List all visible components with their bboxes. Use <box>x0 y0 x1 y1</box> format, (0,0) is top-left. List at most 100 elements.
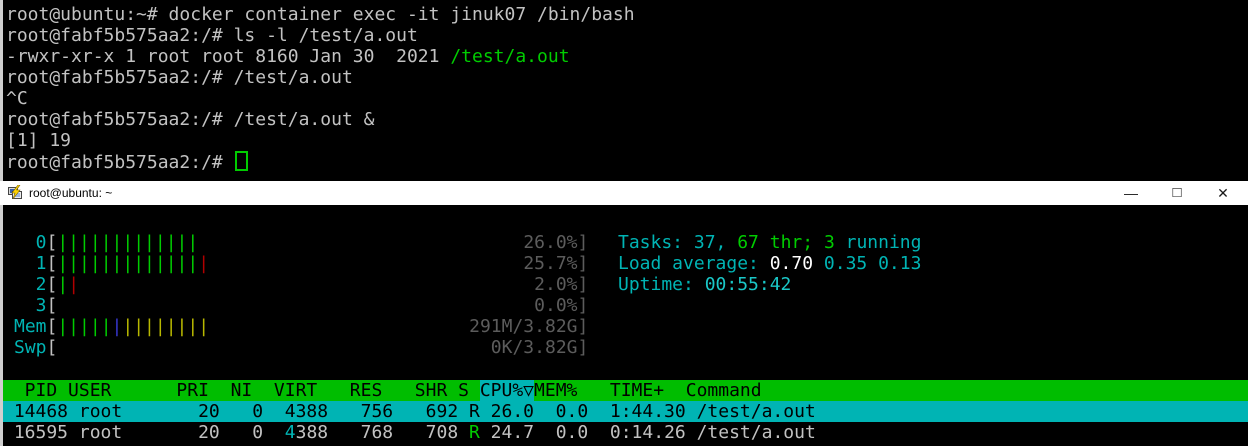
meter-open-bracket: [ <box>46 232 58 253</box>
terminal-line: root@ubuntu:~# docker container exec -it… <box>6 4 1248 25</box>
terminal-line: ^C <box>6 88 1248 109</box>
meter-open-bracket: [ <box>46 253 58 274</box>
meter-bars: |||||||||||||| <box>57 316 469 337</box>
meter-bar-group: ||||||||||||| <box>57 232 199 253</box>
meter-bars: ||||||||||||| <box>57 232 523 253</box>
text-segment: 388 768 708 <box>295 422 469 443</box>
text-segment: ^C <box>6 88 28 109</box>
meter-bar-group: | <box>111 316 123 337</box>
load-line: Load average: 0.70 0.35 0.13 <box>618 253 921 274</box>
text-segment: CPU%▽ <box>479 380 535 401</box>
meter-open-bracket: [ <box>46 274 58 295</box>
meter-value: 291M/3.82G <box>469 316 578 337</box>
cpu-memory-meters: 0[||||||||||||| 26.0%] 1[|||||||||||||| 25.… <box>3 205 1248 358</box>
terminal-line: root@fabf5b575aa2:/# ls -l /test/a.out <box>6 25 1248 46</box>
meter-value: 26.0% <box>523 232 578 253</box>
docker-terminal[interactable]: root@ubuntu:~# docker container exec -it… <box>3 0 1248 181</box>
text-segment: [1] 19 <box>6 130 72 151</box>
meter-bar-group: |||||||| <box>122 316 210 337</box>
terminal-line: root@fabf5b575aa2:/# <box>6 151 1248 173</box>
meter-label: 3 <box>35 295 47 316</box>
meter-label: 0 <box>35 232 47 253</box>
meter-bar-group: ||||||||||||| <box>57 253 199 274</box>
terminal-line: root@fabf5b575aa2:/# /test/a.out <box>6 67 1248 88</box>
meter-swp: Swp[0K/3.82G] <box>14 337 588 358</box>
text-segment: /test/a.out <box>450 46 570 67</box>
text-segment: Load average: <box>618 253 770 274</box>
htop-terminal[interactable]: 0[||||||||||||| 26.0%] 1[|||||||||||||| 25.… <box>3 205 1248 446</box>
text-segment: root@fabf5b575aa2:/# <box>6 152 234 173</box>
text-segment: 67 thr <box>737 232 803 253</box>
window-title: root@ubuntu: ~ <box>29 186 113 200</box>
text-segment: PID USER PRI NI VIRT RES SHR S <box>3 380 480 401</box>
text-segment: 00:55:42 <box>704 274 792 295</box>
text-segment: 0.70 <box>769 253 824 274</box>
text-segment: 24.7 0.0 0:14.26 /test/a.out <box>479 422 816 443</box>
meter-bars: |||||||||||||| <box>57 253 523 274</box>
system-summary: Tasks: 37, 67 thr; 3 running Load average… <box>618 232 921 295</box>
meter-bar-group: | <box>68 274 80 295</box>
meter-open-bracket: [ <box>46 295 58 316</box>
meter-bar-group: ||||| <box>57 316 112 337</box>
minimize-button[interactable]: — <box>1124 185 1138 201</box>
text-segment: 16595 root 20 0 <box>3 422 285 443</box>
meter-bars <box>57 295 534 316</box>
text-segment: -rwxr-xr-x 1 root root 8160 Jan 30 2021 <box>6 46 451 67</box>
meter-label: Swp <box>14 337 47 358</box>
text-segment: 4 <box>284 422 296 443</box>
meter-close-bracket: ] <box>577 316 589 337</box>
terminal-line: -rwxr-xr-x 1 root root 8160 Jan 30 2021 … <box>6 46 1248 67</box>
window-controls: — □ ✕ <box>1108 181 1248 205</box>
text-segment: running <box>845 232 922 253</box>
meter-cpu3: 3[0.0%] <box>14 295 589 316</box>
meter-label: 2 <box>35 274 47 295</box>
text-segment: Tasks: <box>618 232 694 253</box>
meter-close-bracket: ] <box>577 253 589 274</box>
text-segment: 0.35 0.13 <box>823 253 922 274</box>
meter-label: Mem <box>14 316 47 337</box>
uptime-line: Uptime: 00:55:42 <box>618 274 921 295</box>
process-table: 14468 root 20 0 4388 756 692 R 26.0 0.0 … <box>3 401 1248 443</box>
meter-close-bracket: ] <box>577 274 589 295</box>
meter-mem: Mem[|||||||||||||| 291M/3.82G] <box>14 316 588 337</box>
putty-icon <box>8 185 22 200</box>
process-row[interactable]: 16595 root 20 0 4388 768 708 R 24.7 0.0 … <box>3 422 1248 443</box>
tasks-line: Tasks: 37, 67 thr; 3 running <box>618 232 921 253</box>
process-row[interactable]: 14468 root 20 0 4388 756 692 R 26.0 0.0 … <box>3 401 1248 422</box>
meter-close-bracket: ] <box>577 232 589 253</box>
text-segment: Uptime: <box>618 274 705 295</box>
terminal-output: root@ubuntu:~# docker container exec -it… <box>6 4 1248 173</box>
text-segment: root@fabf5b575aa2:/# /test/a.out & <box>6 109 375 130</box>
meter-close-bracket: ] <box>577 295 589 316</box>
meter-cpu0: 0[||||||||||||| 26.0%] <box>14 232 589 253</box>
text-segment: 37, <box>693 232 738 253</box>
terminal-line: root@fabf5b575aa2:/# /test/a.out & <box>6 109 1248 130</box>
meter-bar-group: | <box>198 253 210 274</box>
maximize-button[interactable]: □ <box>1172 184 1182 201</box>
close-button[interactable]: ✕ <box>1217 185 1229 201</box>
text-segment: 3 <box>823 232 846 253</box>
meter-bars <box>57 337 490 358</box>
meter-open-bracket: [ <box>46 337 58 358</box>
meter-label: 1 <box>35 253 47 274</box>
text-segment: R <box>469 422 480 443</box>
meter-open-bracket: [ <box>46 316 58 337</box>
terminal-line: [1] 19 <box>6 130 1248 151</box>
meter-value: 0K/3.82G <box>490 337 578 358</box>
meter-close-bracket: ] <box>577 337 589 358</box>
meter-bars: || <box>57 274 534 295</box>
process-table-header[interactable]: PID USER PRI NI VIRT RES SHR S CPU%▽MEM%… <box>3 380 1248 401</box>
text-segment: root@ubuntu:~# docker container exec -it… <box>6 4 635 25</box>
terminal-cursor <box>234 151 248 171</box>
text-segment: root@fabf5b575aa2:/# ls -l /test/a.out <box>6 25 418 46</box>
meter-bar-group: | <box>57 274 69 295</box>
meter-value: 0.0% <box>534 295 578 316</box>
putty-titlebar[interactable]: root@ubuntu: ~ — □ ✕ <box>0 181 1248 205</box>
window-left-border <box>0 0 3 446</box>
text-segment: 14468 root 20 0 4388 756 692 R 26.0 0.0 … <box>3 401 816 422</box>
meter-cpu1: 1[|||||||||||||| 25.7%] <box>14 253 589 274</box>
text-segment: ; <box>802 232 824 253</box>
text-segment: MEM% TIME+ Command <box>534 380 762 401</box>
meter-value: 2.0% <box>534 274 578 295</box>
meter-value: 25.7% <box>523 253 578 274</box>
